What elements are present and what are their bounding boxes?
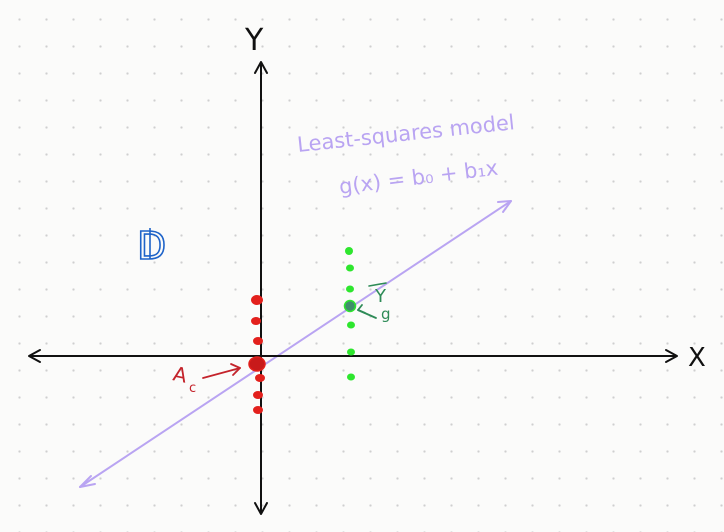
annotation-class-c: A c bbox=[171, 361, 241, 396]
annotation-class-c-arrowhead bbox=[230, 363, 241, 376]
regression-arrowhead-upper bbox=[497, 200, 512, 213]
class-g-point bbox=[346, 285, 354, 293]
x-axis bbox=[28, 349, 678, 363]
y-axis-label: Y bbox=[244, 23, 264, 58]
annotation-class-g: Y g bbox=[357, 282, 391, 323]
class-c-point bbox=[253, 391, 263, 399]
annotation-class-c-arrow bbox=[202, 367, 241, 379]
dataset-label-text: D bbox=[137, 224, 166, 268]
y-axis bbox=[254, 61, 268, 515]
annotation-class-g-arrowhead bbox=[357, 304, 366, 314]
regression-arrowhead-lower bbox=[79, 475, 96, 488]
y-axis-arrow-top bbox=[254, 61, 268, 74]
annotation-class-c-label: A bbox=[171, 361, 190, 387]
class-c-point bbox=[251, 295, 263, 305]
class-g-mean-point bbox=[343, 299, 357, 313]
x-axis-arrow-right bbox=[665, 349, 678, 363]
regression-line bbox=[79, 200, 512, 488]
annotation-class-g-subscript: g bbox=[381, 305, 391, 323]
class-c-mean-point bbox=[248, 356, 266, 372]
annotation-class-g-bar bbox=[368, 282, 387, 287]
x-axis-arrow-left bbox=[28, 349, 41, 363]
class-g-point bbox=[346, 264, 354, 272]
class-g-point bbox=[347, 373, 355, 381]
class-c-point bbox=[253, 337, 263, 345]
class-c-point bbox=[253, 406, 263, 414]
class-g-point bbox=[347, 348, 355, 356]
class-c-point bbox=[255, 374, 265, 382]
model-equation: g(x) = b₀ + b₁x bbox=[338, 156, 500, 199]
class-c-point bbox=[251, 317, 261, 325]
class-g-points bbox=[343, 247, 357, 381]
y-axis-arrow-bottom bbox=[254, 502, 268, 515]
dataset-label: D bbox=[136, 223, 167, 269]
class-c-points bbox=[248, 295, 266, 414]
model-title: Least-squares model bbox=[296, 110, 516, 157]
class-g-point bbox=[345, 247, 353, 255]
regression-line-segment bbox=[79, 200, 512, 488]
class-g-point bbox=[347, 321, 355, 329]
annotation-class-g-label: Y bbox=[374, 286, 387, 307]
annotation-class-c-subscript: c bbox=[189, 381, 196, 396]
x-axis-label: X bbox=[688, 343, 706, 373]
